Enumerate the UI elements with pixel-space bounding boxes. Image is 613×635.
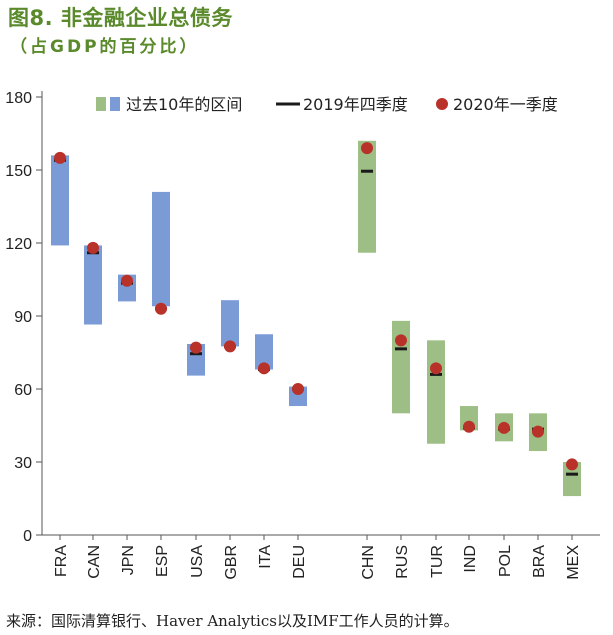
range-bar-chn [358, 140, 376, 253]
marker-2020q1-jpn [121, 274, 133, 287]
legend-swatch-advanced [110, 97, 120, 111]
marker-2020q1-deu [292, 383, 304, 395]
x-tick-label-esp: ESP [154, 545, 171, 577]
x-tick-label-bra: BRA [531, 545, 548, 578]
range-bar-esp [152, 191, 170, 307]
x-tick-label-ita: ITA [257, 545, 274, 569]
range-bar-fra [51, 155, 69, 246]
x-tick-label-deu: DEU [291, 545, 308, 579]
legend-swatch-2020q1 [436, 98, 448, 110]
y-tick-label-60: 60 [14, 382, 32, 399]
y-tick-label-120: 120 [5, 236, 32, 253]
marker-2020q1-can [87, 241, 99, 254]
marker-2020q1-esp [155, 302, 167, 315]
marker-2020q1-mex [566, 458, 578, 471]
range-bar-can [84, 245, 102, 325]
range-bar-usa [187, 343, 205, 376]
marker-2020q1-ind [463, 420, 475, 433]
y-tick-label-180: 180 [5, 90, 32, 107]
y-tick-label-0: 0 [23, 528, 32, 545]
range-bar-mex [563, 462, 581, 497]
legend-label-2019q4: 2019年四季度 [303, 95, 408, 114]
x-tick-label-fra: FRA [53, 545, 70, 577]
x-tick-label-pol: POL [497, 545, 514, 577]
marker-2020q1-rus [395, 334, 407, 347]
x-tick-label-ind: IND [462, 545, 479, 573]
marker-2020q1-usa [190, 341, 202, 354]
x-tick-label-jpn: JPN [120, 545, 137, 575]
x-tick-label-chn: CHN [360, 545, 377, 580]
x-tick-label-usa: USA [189, 545, 206, 578]
x-tick-label-rus: RUS [394, 545, 411, 579]
marker-2020q1-bra [532, 425, 544, 438]
legend-swatch-emerging [96, 97, 106, 111]
source-note: 来源：国际清算银行、Haver Analytics以及IMF工作人员的计算。 [6, 612, 459, 630]
marker-2020q1-tur [430, 362, 442, 375]
range-bar-tur [427, 340, 445, 444]
y-tick-label-90: 90 [14, 309, 32, 326]
range-bar-gbr [221, 300, 239, 347]
x-tick-label-tur: TUR [429, 545, 446, 578]
marker-2020q1-fra [54, 151, 66, 164]
legend-label-2020q1: 2020年一季度 [453, 95, 558, 114]
x-tick-label-can: CAN [86, 545, 103, 579]
chart-subtitle: （占GDP的百分比） [10, 37, 200, 57]
range-bar-ita [255, 334, 273, 370]
x-tick-label-gbr: GBR [223, 545, 240, 580]
y-tick-label-30: 30 [14, 455, 32, 472]
y-tick-label-150: 150 [5, 163, 32, 180]
marker-2020q1-gbr [224, 340, 236, 353]
x-tick-label-mex: MEX [565, 545, 582, 580]
marker-2020q1-pol [498, 421, 510, 434]
marker-2020q1-ita [258, 362, 270, 375]
debt-range-chart: 0 30 60 90 120 150 180 FRA CAN JPN ESP USA GBR ITA DEU… [5, 90, 600, 580]
marker-2020q1-chn [361, 142, 373, 155]
chart-title: 图8. 非金融企业总债务 [8, 6, 233, 30]
legend-label-range: 过去10年的区间 [126, 95, 242, 114]
